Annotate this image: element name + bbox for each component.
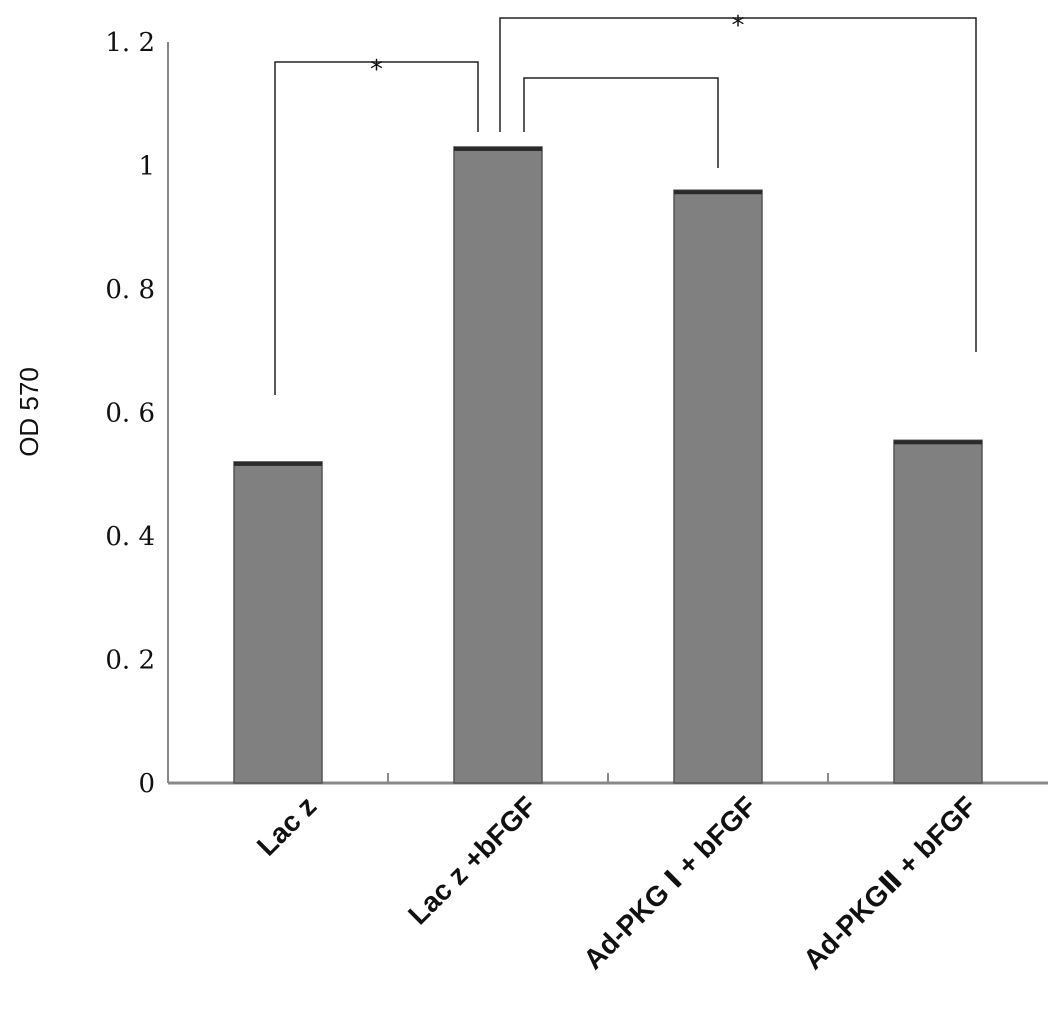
y-tick-label: 0. 2 bbox=[105, 646, 155, 676]
bar-top-edge bbox=[894, 440, 982, 445]
significance-marker: * bbox=[732, 11, 745, 41]
bar bbox=[453, 146, 543, 784]
bracket-line bbox=[523, 77, 719, 168]
bar-top-edge bbox=[234, 461, 322, 466]
bars bbox=[233, 146, 983, 784]
x-tick-label: Lac z bbox=[251, 790, 322, 861]
bar bbox=[233, 461, 323, 784]
bar-top-edge bbox=[454, 146, 542, 151]
x-tick-label: Ad-PKGⅡ + bFGF bbox=[797, 790, 982, 975]
y-tick-label: 0. 4 bbox=[105, 522, 155, 552]
y-tick-label: 1 bbox=[138, 152, 155, 182]
bar bbox=[673, 189, 763, 784]
bracket-line bbox=[499, 17, 977, 352]
significance-bracket: * bbox=[274, 55, 479, 395]
x-tick-labels: Lac z Lac z +bFGF Ad-PKG Ⅰ + bFGF Ad-PKGⅡ +… bbox=[251, 790, 982, 975]
significance-brackets: ** bbox=[274, 11, 977, 395]
y-tick-label: 0. 6 bbox=[105, 399, 155, 429]
significance-marker: * bbox=[370, 55, 383, 85]
x-tick-label: Lac z +bFGF bbox=[402, 790, 542, 930]
bar bbox=[893, 439, 983, 784]
y-tick-label: 0 bbox=[138, 769, 155, 799]
y-tick-labels: 0 0. 2 0. 4 0. 6 0. 8 1 1. 2 bbox=[105, 28, 155, 799]
y-tick-label: 0. 8 bbox=[105, 275, 155, 305]
y-tick-label: 1. 2 bbox=[105, 28, 155, 58]
significance-bracket bbox=[523, 77, 719, 168]
y-axis-label: OD 570 bbox=[14, 367, 44, 457]
x-tick-label: Ad-PKG Ⅰ + bFGF bbox=[577, 790, 762, 975]
bar-top-edge bbox=[674, 190, 762, 195]
bracket-line bbox=[274, 61, 479, 395]
significance-bracket: * bbox=[499, 11, 977, 352]
